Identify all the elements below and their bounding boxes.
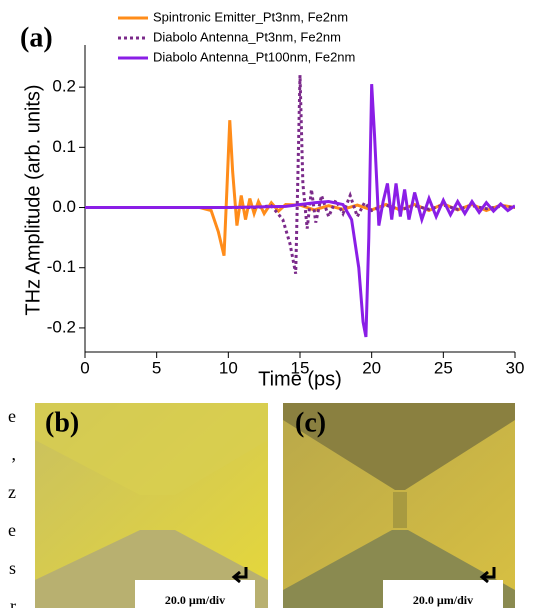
legend-label: Spintronic Emitter_Pt3nm, Fe2nm	[153, 9, 348, 24]
panel-label: (b)	[45, 407, 79, 438]
series-line	[85, 75, 515, 275]
y-tick-label: 0.2	[52, 77, 76, 96]
y-tick-label: -0.1	[47, 257, 76, 276]
x-axis-title: Time (ps)	[258, 368, 342, 390]
x-tick-label: 10	[219, 358, 238, 377]
side-text: ,	[12, 444, 17, 464]
scale-box	[135, 580, 255, 608]
x-tick-label: 30	[506, 358, 525, 377]
orientation-icon	[231, 567, 248, 584]
scale-label: 20.0 µm/div	[413, 593, 473, 607]
plot-area	[85, 75, 515, 338]
legend-label: Diabolo Antenna_Pt100nm, Fe2nm	[153, 49, 355, 64]
x-tick-label: 25	[434, 358, 453, 377]
side-text: e	[8, 520, 16, 540]
y-axis-title: THz Amplitude (arb. units)	[22, 84, 44, 315]
side-text: z	[8, 482, 16, 502]
scale-label: 20.0 µm/div	[165, 593, 225, 607]
side-text: r	[10, 596, 16, 608]
electrode	[283, 403, 515, 490]
x-tick-label: 20	[362, 358, 381, 377]
electrode	[35, 403, 268, 495]
series-line	[85, 84, 515, 338]
y-tick-label: 0.1	[52, 137, 76, 156]
y-tick-label: -0.2	[47, 317, 76, 336]
y-tick-label: 0.0	[52, 197, 76, 216]
orientation-icon	[479, 567, 496, 584]
side-text: s	[9, 558, 16, 578]
x-tick-label: 0	[80, 358, 89, 377]
photos: (b) (c) 20.0 µm/div 20.0 µm/div	[35, 403, 515, 608]
legend-label: Diabolo Antenna_Pt3nm, Fe2nm	[153, 29, 341, 44]
x-tick-label: 15	[291, 358, 310, 377]
gap	[393, 492, 407, 528]
scale-box	[383, 580, 503, 608]
x-tick-label: 5	[152, 358, 161, 377]
series-line	[85, 120, 515, 257]
panel-label: (c)	[295, 407, 326, 438]
side-text: e	[8, 406, 16, 426]
panel-label: (a)	[20, 22, 53, 53]
